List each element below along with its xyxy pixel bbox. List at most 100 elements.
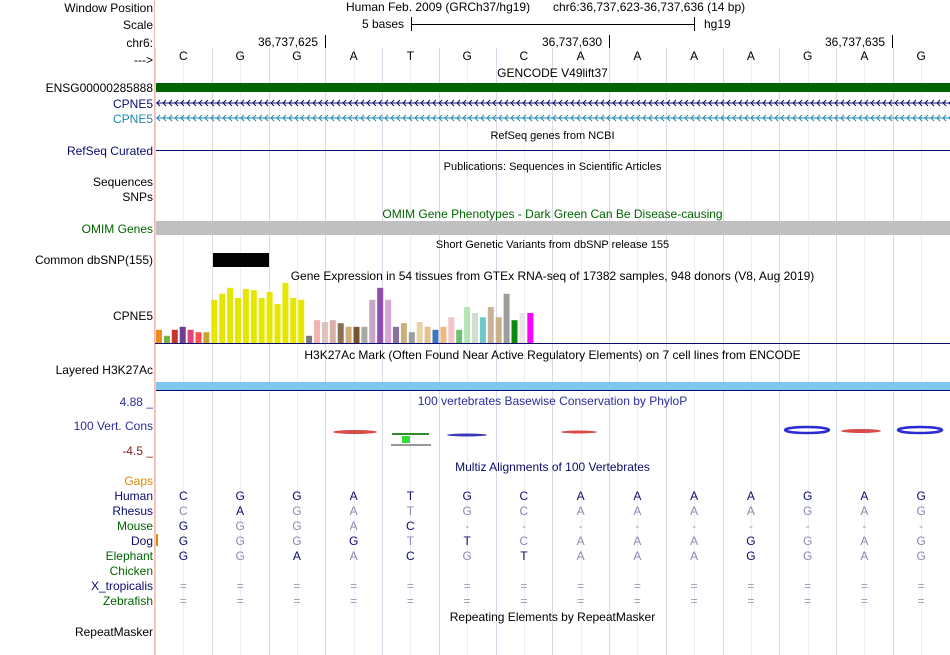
species-label-dog[interactable]: Dog bbox=[130, 534, 153, 548]
cpne5-transcript-b[interactable] bbox=[156, 113, 950, 123]
gtex-tissue-bar-23[interactable] bbox=[329, 320, 336, 343]
gtex-tissue-bar-35[interactable] bbox=[424, 326, 431, 343]
gencode-item-label-cpne5-a[interactable]: CPNE5 bbox=[112, 97, 153, 111]
coord-tick-2: 36,737,630 bbox=[542, 35, 603, 49]
alignment-base: = bbox=[690, 594, 698, 608]
gtex-tissue-bar-17[interactable] bbox=[282, 283, 289, 343]
phylop-label[interactable]: 100 Vert. Cons bbox=[73, 419, 153, 433]
gtex-tissue-bar-9[interactable] bbox=[219, 293, 226, 343]
gtex-tissue-bar-39[interactable] bbox=[456, 329, 463, 343]
gtex-tissue-bar-8[interactable] bbox=[211, 299, 218, 343]
phylop-logo[interactable] bbox=[155, 400, 950, 460]
gtex-tissue-bar-29[interactable] bbox=[377, 287, 384, 343]
dbsnp-variant[interactable] bbox=[213, 253, 269, 267]
gtex-tissue-bar-40[interactable] bbox=[464, 307, 471, 343]
gtex-tissue-bar-1[interactable] bbox=[156, 329, 162, 343]
alignment-base: A bbox=[576, 489, 585, 503]
gencode-item-label-cpne5-b[interactable]: CPNE5 bbox=[112, 112, 153, 126]
gtex-tissue-bar-2[interactable] bbox=[163, 335, 170, 343]
gtex-track-title[interactable]: Gene Expression in 54 tissues from GTEx … bbox=[290, 269, 815, 283]
omim-genes-label[interactable]: OMIM Genes bbox=[81, 222, 153, 236]
species-label-rhesus[interactable]: Rhesus bbox=[112, 504, 153, 518]
gtex-tissue-bar-32[interactable] bbox=[400, 323, 407, 343]
gtex-tissue-bar-6[interactable] bbox=[195, 332, 202, 343]
gtex-tissue-bar-44[interactable] bbox=[495, 317, 502, 343]
repeatmasker-track-title[interactable]: Repeating Elements by RepeatMasker bbox=[449, 610, 656, 624]
gtex-tissue-bar-46[interactable] bbox=[511, 320, 518, 343]
gtex-tissue-bar-41[interactable] bbox=[472, 313, 478, 343]
species-label-mouse[interactable]: Mouse bbox=[116, 519, 153, 533]
gtex-tissue-bar-37[interactable] bbox=[440, 326, 447, 343]
gtex-tissue-bar-3[interactable] bbox=[171, 329, 178, 343]
gtex-tissue-bar-42[interactable] bbox=[479, 317, 486, 343]
gtex-bar-chart[interactable] bbox=[155, 283, 950, 344]
gtex-tissue-bar-36[interactable] bbox=[432, 329, 439, 343]
gtex-tissue-bar-4[interactable] bbox=[179, 326, 186, 343]
gtex-tissue-bar-33[interactable] bbox=[408, 332, 415, 343]
gencode-gene-bar[interactable] bbox=[156, 83, 950, 92]
gtex-tissue-bar-19[interactable] bbox=[298, 299, 305, 343]
cpne5-transcript-a[interactable] bbox=[156, 98, 950, 108]
gtex-tissue-bar-11[interactable] bbox=[235, 298, 241, 343]
gtex-tissue-bar-21[interactable] bbox=[314, 320, 320, 343]
h3k27ac-label[interactable]: Layered H3K27Ac bbox=[55, 363, 153, 377]
gtex-tissue-bar-27[interactable] bbox=[361, 326, 368, 343]
gtex-tissue-bar-22[interactable] bbox=[321, 322, 328, 343]
species-label-x_tropicalis[interactable]: X_tropicalis bbox=[90, 579, 153, 593]
gtex-gene-label[interactable]: CPNE5 bbox=[112, 309, 153, 323]
gaps-label[interactable]: Gaps bbox=[124, 474, 153, 488]
gtex-tissue-bar-47[interactable] bbox=[519, 313, 526, 343]
h3k27ac-track-title[interactable]: H3K27Ac Mark (Often Found Near Active Re… bbox=[304, 348, 801, 362]
gtex-tissue-bar-45[interactable] bbox=[503, 293, 510, 343]
gtex-tissue-bar-24[interactable] bbox=[337, 323, 344, 343]
alignment-base: = bbox=[577, 579, 585, 593]
gtex-tissue-bar-34[interactable] bbox=[416, 322, 423, 343]
repeatmasker-label[interactable]: RepeatMasker bbox=[74, 625, 153, 639]
h3k27ac-signal[interactable] bbox=[156, 382, 950, 390]
gtex-tissue-bar-15[interactable] bbox=[266, 292, 273, 343]
alignment-base: C bbox=[519, 504, 529, 518]
gtex-tissue-bar-10[interactable] bbox=[227, 287, 234, 343]
multiz-track-title[interactable]: Multiz Alignments of 100 Vertebrates bbox=[455, 460, 650, 474]
gtex-tissue-bar-38[interactable] bbox=[448, 317, 455, 343]
refseq-curated-label[interactable]: RefSeq Curated bbox=[66, 144, 153, 158]
omim-gene-bar[interactable] bbox=[156, 221, 950, 235]
gtex-tissue-bar-31[interactable] bbox=[393, 326, 399, 343]
alignment-base: A bbox=[860, 489, 869, 503]
gtex-tissue-bar-12[interactable] bbox=[242, 289, 249, 343]
gtex-tissue-bar-13[interactable] bbox=[250, 290, 257, 343]
gtex-tissue-bar-5[interactable] bbox=[187, 329, 194, 343]
alignment-base: T bbox=[406, 489, 415, 503]
gtex-tissue-bar-30[interactable] bbox=[385, 299, 392, 343]
species-label-elephant[interactable]: Elephant bbox=[105, 549, 153, 563]
alignment-base: = bbox=[804, 579, 812, 593]
pubs-sequences-label[interactable]: Sequences bbox=[92, 175, 153, 189]
gtex-tissue-bar-18[interactable] bbox=[290, 298, 297, 343]
gtex-tissue-bar-25[interactable] bbox=[345, 326, 352, 343]
gtex-tissue-bar-48[interactable] bbox=[527, 313, 534, 343]
alignment-base: = bbox=[747, 579, 755, 593]
alignment-base: G bbox=[235, 519, 245, 533]
gencode-track-title[interactable]: GENCODE V49lift37 bbox=[497, 66, 608, 80]
species-label-zebrafish[interactable]: Zebrafish bbox=[102, 594, 153, 608]
pubs-snps-label[interactable]: SNPs bbox=[122, 190, 153, 204]
phylop-max-value: 4.88 _ bbox=[119, 395, 153, 409]
refseq-track-title[interactable]: RefSeq genes from NCBI bbox=[490, 130, 615, 142]
gencode-item-label-ensg[interactable]: ENSG00000285888 bbox=[45, 81, 153, 95]
alignment-base: G bbox=[802, 534, 813, 548]
gtex-tissue-bar-28[interactable] bbox=[369, 299, 376, 343]
dbsnp-label[interactable]: Common dbSNP(155) bbox=[34, 253, 153, 267]
gtex-tissue-bar-7[interactable] bbox=[203, 332, 210, 343]
publications-track-title[interactable]: Publications: Sequences in Scientific Ar… bbox=[443, 161, 662, 173]
gtex-tissue-bar-14[interactable] bbox=[258, 298, 265, 343]
gtex-tissue-bar-16[interactable] bbox=[274, 304, 281, 343]
species-label-chicken[interactable]: Chicken bbox=[109, 564, 153, 578]
dbsnp-track-title[interactable]: Short Genetic Variants from dbSNP releas… bbox=[435, 239, 670, 251]
gtex-tissue-bar-20[interactable] bbox=[306, 335, 313, 343]
omim-track-title[interactable]: OMIM Gene Phenotypes - Dark Green Can Be… bbox=[382, 207, 723, 221]
species-label-human[interactable]: Human bbox=[114, 489, 153, 503]
gtex-tissue-bar-43[interactable] bbox=[487, 307, 494, 343]
gtex-tissue-bar-26[interactable] bbox=[353, 326, 360, 343]
phylop-track-title[interactable]: 100 vertebrates Basewise Conservation by… bbox=[417, 394, 688, 408]
